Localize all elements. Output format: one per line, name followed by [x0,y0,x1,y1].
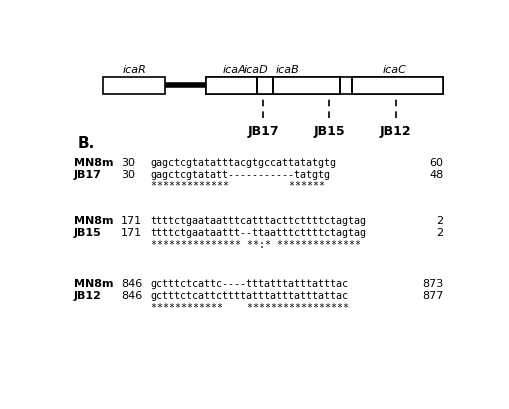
Text: ttttctgaataatttcatttacttcttttctagtag: ttttctgaataatttcatttacttcttttctagtag [151,216,366,226]
Text: JB17: JB17 [73,169,101,180]
FancyBboxPatch shape [273,77,340,95]
Text: 846: 846 [121,279,142,289]
Text: icaR: icaR [122,65,146,75]
Text: JB17: JB17 [247,125,278,138]
Text: 30: 30 [121,157,135,167]
Text: MN8m: MN8m [73,279,113,289]
Text: JB15: JB15 [313,125,345,138]
Text: JB12: JB12 [73,291,101,301]
FancyBboxPatch shape [352,77,442,95]
FancyBboxPatch shape [103,77,164,95]
Text: 877: 877 [421,291,442,301]
Text: ttttctgaataattt--ttaatttcttttctagtag: ttttctgaataattt--ttaatttcttttctagtag [151,228,366,238]
Text: 171: 171 [121,216,142,226]
Text: *************** **:* **************: *************** **:* ************** [151,239,360,249]
Text: MN8m: MN8m [73,216,113,226]
Text: gagctcgtatatttacgtgccattatatgtg: gagctcgtatatttacgtgccattatatgtg [151,157,336,167]
FancyBboxPatch shape [257,77,273,95]
FancyBboxPatch shape [206,77,442,95]
Text: JB15: JB15 [73,228,101,238]
Text: MN8m: MN8m [73,157,113,167]
Text: 30: 30 [121,169,135,180]
Text: JB12: JB12 [379,125,411,138]
Text: icaC: icaC [382,65,406,75]
Text: *************          ******: ************* ****** [151,181,324,191]
Text: 48: 48 [428,169,442,180]
Text: icaA: icaA [222,65,246,75]
Text: 2: 2 [435,216,442,226]
Text: 171: 171 [121,228,142,238]
Text: 2: 2 [435,228,442,238]
FancyBboxPatch shape [206,77,257,95]
Text: 873: 873 [421,279,442,289]
Text: B.: B. [77,136,95,151]
Text: gctttctcattcttttatttatttatttattac: gctttctcattcttttatttatttatttattac [151,291,348,301]
Text: gagctcgtatatt-----------tatgtg: gagctcgtatatt-----------tatgtg [151,169,330,180]
Text: 60: 60 [429,157,442,167]
Text: 846: 846 [121,291,142,301]
Text: ************    *****************: ************ ***************** [151,302,348,312]
Text: icaD: icaD [243,65,268,75]
Text: gctttctcattc----tttatttatttatttac: gctttctcattc----tttatttatttatttac [151,279,348,289]
Text: icaB: icaB [275,65,298,75]
